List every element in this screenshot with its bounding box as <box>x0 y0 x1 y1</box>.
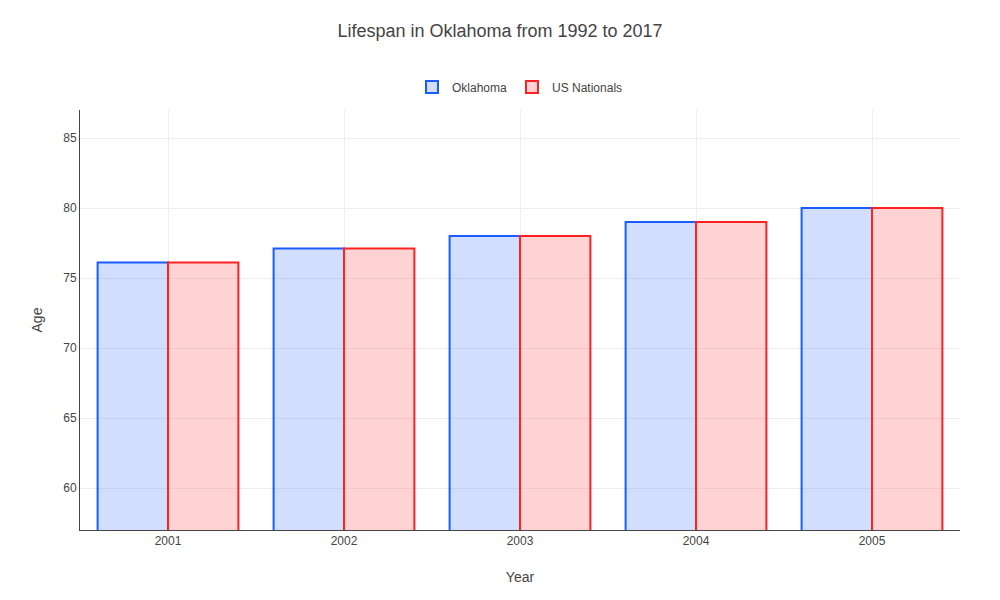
svg-text:2004: 2004 <box>683 534 710 548</box>
svg-text:70: 70 <box>63 341 77 355</box>
svg-text:75: 75 <box>63 271 77 285</box>
svg-text:80: 80 <box>63 201 77 215</box>
svg-text:US Nationals: US Nationals <box>552 81 622 95</box>
svg-text:85: 85 <box>63 131 77 145</box>
svg-text:2005: 2005 <box>859 534 886 548</box>
svg-text:Lifespan in Oklahoma from 1992: Lifespan in Oklahoma from 1992 to 2017 <box>337 21 662 41</box>
svg-text:Oklahoma: Oklahoma <box>452 81 507 95</box>
svg-text:Year: Year <box>506 569 535 585</box>
svg-text:2001: 2001 <box>155 534 182 548</box>
svg-text:65: 65 <box>63 411 77 425</box>
svg-text:Age: Age <box>29 307 45 332</box>
svg-text:2002: 2002 <box>331 534 358 548</box>
svg-text:60: 60 <box>63 481 77 495</box>
svg-text:2003: 2003 <box>507 534 534 548</box>
